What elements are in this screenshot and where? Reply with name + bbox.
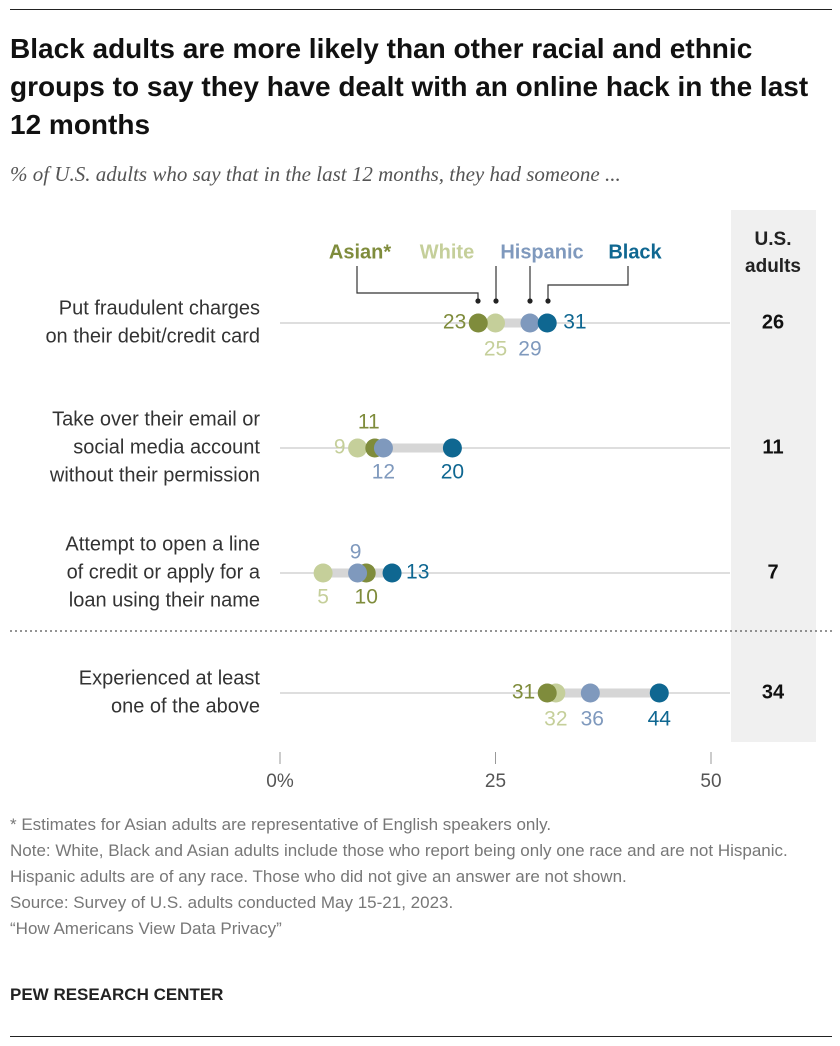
- asian-footnote: * Estimates for Asian adults are represe…: [10, 815, 552, 834]
- row-1-hispanic-dot: [520, 313, 540, 333]
- row-2-white-dot: [348, 438, 368, 458]
- row-1-black-value: 31: [563, 311, 586, 334]
- row-2-us-adults-value: 11: [762, 436, 783, 458]
- row-3-label-line-3: loan using their name: [69, 589, 260, 611]
- legend-white-label: White: [420, 241, 474, 263]
- row-2-label-line-1: Take over their email or: [52, 408, 260, 430]
- x-tick-label-50: 50: [700, 771, 721, 792]
- legend-asian-label: Asian*: [329, 241, 391, 263]
- report-title: “How Americans View Data Privacy”: [10, 919, 282, 938]
- us-adults-column: [731, 210, 816, 742]
- row-3-black-dot: [382, 563, 402, 583]
- row-4-label-line-2: one of the above: [111, 695, 260, 717]
- legend-white-pointer-dot: [493, 298, 499, 304]
- row-3-hispanic-value: 9: [350, 541, 362, 564]
- legend-asian-leader: [356, 266, 479, 301]
- us-adults-header-line-2: adults: [745, 256, 801, 277]
- bottom-rule: [10, 1036, 832, 1037]
- row-3-hispanic-dot: [348, 563, 368, 583]
- row-2-black-value: 20: [441, 461, 464, 484]
- row-3-white-dot: [313, 563, 333, 583]
- row-4-hispanic-value: 36: [581, 708, 604, 731]
- row-4-black-dot: [649, 683, 669, 703]
- row-1-label-line-2: on their debit/credit card: [45, 325, 260, 347]
- note-text: Note: White, Black and Asian adults incl…: [10, 841, 788, 886]
- row-1-white-dot: [486, 313, 505, 333]
- row-1-white-value: 25: [484, 338, 507, 361]
- row-2-hispanic-value: 12: [372, 461, 395, 484]
- row-2-hispanic-dot: [373, 438, 393, 458]
- row-3-us-adults-value: 7: [767, 561, 778, 583]
- row-2-black-dot: [442, 438, 462, 458]
- x-tick-label-25: 25: [485, 771, 506, 792]
- row-2-white-value: 9: [334, 436, 346, 459]
- row-4-asian-value: 31: [512, 681, 535, 704]
- row-1-asian-dot: [468, 313, 488, 333]
- row-1-label-line-1: Put fraudulent charges: [59, 297, 260, 319]
- row-3-black-value: 13: [406, 561, 429, 584]
- row-4-white-value: 32: [544, 708, 567, 731]
- legend-asian-pointer-dot: [475, 298, 481, 304]
- source-text: Source: Survey of U.S. adults conducted …: [10, 893, 454, 912]
- row-3-asian-value: 10: [355, 586, 378, 609]
- row-4-black-value: 44: [648, 708, 672, 731]
- x-tick-label-0: 0%: [266, 771, 294, 792]
- us-adults-header-line-1: U.S.: [755, 229, 792, 250]
- legend-hispanic-label: Hispanic: [500, 241, 583, 263]
- row-4-us-adults-value: 34: [762, 681, 785, 703]
- top-rule: [10, 9, 832, 10]
- chart-title: Black adults are more likely than other …: [10, 33, 809, 140]
- row-1-black-dot: [537, 313, 557, 333]
- dot-plot: U.S. adults Asian* White Hispanic Black 0% 25 50…: [10, 210, 832, 792]
- pew-logo-text: PEW RESEARCH CENTER: [10, 985, 224, 1004]
- legend-black-pointer-dot: [545, 298, 551, 304]
- row-2-label-line-3: without their permission: [49, 464, 260, 486]
- legend-black-label: Black: [608, 241, 662, 263]
- row-1-hispanic-value: 29: [518, 338, 541, 361]
- row-1-us-adults-value: 26: [762, 311, 784, 333]
- row-2-asian-value: 11: [358, 411, 380, 434]
- row-1-asian-value: 23: [443, 311, 466, 334]
- row-2-label-line-2: social media account: [73, 436, 260, 458]
- legend-black-leader: [547, 266, 629, 301]
- chart-subtitle: % of U.S. adults who say that in the las…: [10, 162, 621, 186]
- chart-notes: * Estimates for Asian adults are represe…: [10, 812, 820, 942]
- legend-hispanic-pointer-dot: [527, 298, 533, 304]
- row-4-asian-dot: [537, 683, 557, 703]
- row-4-label-line-1: Experienced at least: [79, 667, 261, 689]
- row-3-white-value: 5: [317, 586, 329, 609]
- row-4-hispanic-dot: [580, 683, 600, 703]
- row-3-label-line-1: Attempt to open a line: [65, 533, 260, 555]
- row-3-label-line-2: of credit or apply for a: [67, 561, 261, 583]
